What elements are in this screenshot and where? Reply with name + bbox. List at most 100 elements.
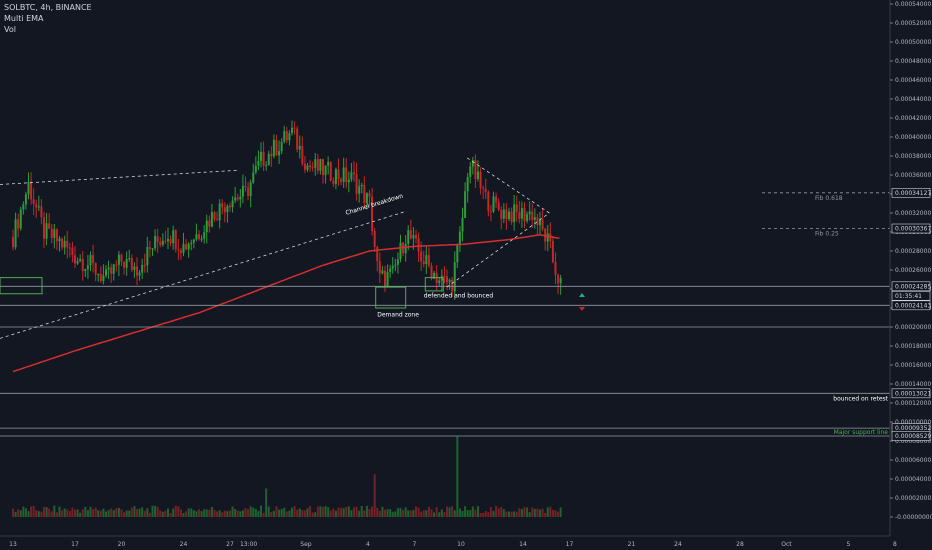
candle-body <box>265 165 268 167</box>
price-label-text: 0.00013021 <box>895 390 931 397</box>
candle-body <box>415 235 417 239</box>
candle-body <box>433 272 436 279</box>
volume-bar <box>141 507 144 517</box>
candle-body <box>12 236 14 248</box>
volume-bar <box>285 511 288 517</box>
candle-body <box>500 209 503 219</box>
candle-body <box>30 181 33 200</box>
candle-body <box>384 270 386 287</box>
candle-body <box>223 207 226 213</box>
volume-bar <box>518 508 521 517</box>
time-axis-label: 8 <box>893 541 897 548</box>
candle-body <box>409 230 412 239</box>
volume-bar <box>533 508 536 517</box>
volume-bar <box>438 512 441 517</box>
candle-body <box>505 209 508 220</box>
volume-bar <box>422 510 425 517</box>
candle-body <box>231 200 234 208</box>
candle-body <box>510 211 513 223</box>
volume-bar <box>347 506 350 517</box>
volume-bar <box>342 508 345 517</box>
candle-body <box>247 187 250 196</box>
volume-bar <box>61 510 64 517</box>
volume-bar <box>513 511 516 517</box>
price-label-text: 0.00009352 <box>895 425 931 432</box>
candle-body <box>360 185 363 187</box>
candle-body <box>350 172 353 180</box>
candle-body <box>76 260 79 264</box>
candle-body <box>451 279 454 292</box>
volume-bar <box>291 507 293 517</box>
candle-body <box>200 238 203 240</box>
volume-bar <box>86 510 89 517</box>
candle-body <box>86 265 89 270</box>
volume-bar <box>559 507 562 517</box>
volume-bar <box>433 512 436 517</box>
candle-body <box>446 276 448 283</box>
volume-bar <box>167 508 169 517</box>
candle-body <box>469 166 472 177</box>
candle-body <box>458 231 461 245</box>
candle-body <box>420 251 423 262</box>
price-label-box <box>891 388 931 399</box>
volume-bar <box>71 507 74 517</box>
price-axis-tick-label: 0.00040000 <box>895 134 931 141</box>
symbol-label[interactable]: SOLBTC, 4h, BINANCE <box>4 3 92 12</box>
volume-bar <box>156 506 159 517</box>
volume-bar <box>154 505 157 517</box>
price-label-box <box>891 431 931 441</box>
volume-bar <box>213 509 216 517</box>
time-axis-label: 20 <box>118 541 126 548</box>
candle-body <box>182 244 185 253</box>
volume-bar <box>210 507 213 517</box>
volume-bar <box>461 510 464 517</box>
volume-bar <box>350 510 353 517</box>
volume-bar <box>19 510 22 517</box>
volume-bar <box>451 506 454 517</box>
candle-body <box>187 243 190 250</box>
candle-body <box>515 204 518 213</box>
volume-bar <box>482 512 485 517</box>
volume-bar <box>409 510 412 517</box>
candle-body <box>177 249 180 251</box>
volume-bar <box>267 506 270 517</box>
volume-bar <box>430 509 433 517</box>
candle-body <box>551 241 554 263</box>
volume-bar <box>257 510 260 517</box>
candle-body <box>285 131 288 141</box>
volume-bar <box>329 510 332 517</box>
candle-body <box>559 278 562 284</box>
price-axis-tick-label: 0.00020000 <box>895 324 931 331</box>
volume-bar <box>231 506 234 517</box>
candle-body <box>53 229 56 238</box>
volume-bar <box>311 512 314 517</box>
volume-bar <box>200 511 203 517</box>
down-arrow-icon <box>579 307 585 311</box>
candle-body <box>477 171 479 179</box>
price-axis-tick-label: 0.00052000 <box>895 20 931 27</box>
volume-bar <box>371 506 374 517</box>
candle-body <box>27 181 30 195</box>
volume-bar <box>332 508 335 517</box>
candle-body <box>495 196 498 203</box>
candle-body <box>205 220 208 233</box>
indicator-multi-ema[interactable]: Multi EMA <box>4 14 44 23</box>
candle-body <box>518 212 521 219</box>
indicator-volume[interactable]: Vol <box>4 25 16 34</box>
candle-body <box>218 203 221 221</box>
volume-bar <box>252 507 255 517</box>
volume-bar <box>125 510 128 517</box>
candle-body <box>102 275 105 282</box>
volume-bar <box>314 512 317 517</box>
candle-body <box>262 151 265 166</box>
volume-bar <box>120 509 123 517</box>
candle-body <box>363 185 366 204</box>
candle-body <box>161 240 164 245</box>
candle-body <box>68 247 71 249</box>
volume-bar <box>546 507 549 517</box>
candle-body <box>55 229 58 242</box>
candle-body <box>340 179 343 182</box>
volume-bar <box>288 510 291 517</box>
price-axis-tick-label: 0.00054000 <box>895 1 931 8</box>
